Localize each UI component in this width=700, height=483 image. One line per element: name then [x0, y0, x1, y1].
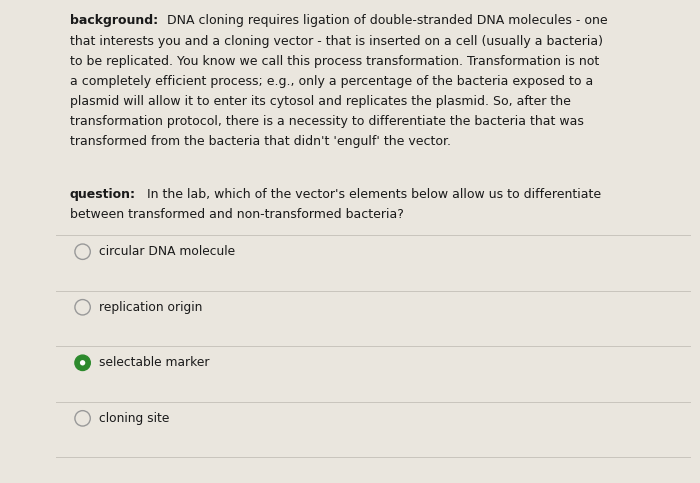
- Text: transformation protocol, there is a necessity to differentiate the bacteria that: transformation protocol, there is a nece…: [70, 115, 584, 128]
- Text: a completely efficient process; e.g., only a percentage of the bacteria exposed : a completely efficient process; e.g., on…: [70, 75, 594, 88]
- Text: replication origin: replication origin: [99, 301, 203, 314]
- Text: background:: background:: [70, 14, 158, 28]
- Text: question:: question:: [70, 188, 136, 200]
- Text: In the lab, which of the vector's elements below allow us to differentiate: In the lab, which of the vector's elemen…: [143, 188, 601, 200]
- Text: transformed from the bacteria that didn't 'engulf' the vector.: transformed from the bacteria that didn'…: [70, 135, 451, 148]
- Text: cloning site: cloning site: [99, 412, 170, 425]
- Ellipse shape: [80, 360, 85, 366]
- Text: circular DNA molecule: circular DNA molecule: [99, 245, 235, 258]
- Text: that interests you and a cloning vector - that is inserted on a cell (usually a : that interests you and a cloning vector …: [70, 35, 603, 48]
- Ellipse shape: [75, 355, 90, 370]
- Text: DNA cloning requires ligation of double-stranded DNA molecules - one: DNA cloning requires ligation of double-…: [163, 14, 608, 28]
- Text: selectable marker: selectable marker: [99, 356, 210, 369]
- Text: plasmid will allow it to enter its cytosol and replicates the plasmid. So, after: plasmid will allow it to enter its cytos…: [70, 95, 571, 108]
- Text: between transformed and non-transformed bacteria?: between transformed and non-transformed …: [70, 208, 404, 221]
- Text: to be replicated. You know we call this process transformation. Transformation i: to be replicated. You know we call this …: [70, 55, 599, 68]
